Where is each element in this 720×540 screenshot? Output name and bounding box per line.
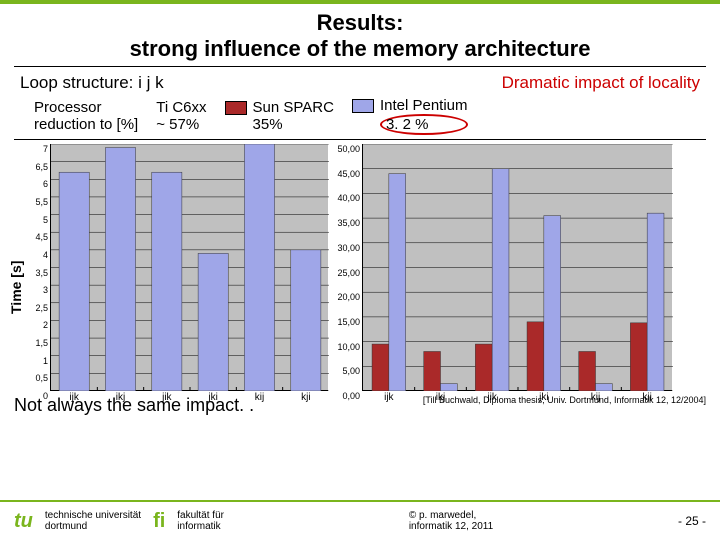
chart-ti: 00,511,522,533,544,555,566,57ijkikjjikjk…	[28, 144, 328, 391]
dramatic-text: Dramatic impact of locality	[502, 73, 700, 93]
sparc-swatch	[225, 101, 247, 115]
fi-logo: fi	[153, 510, 165, 533]
slide-title: Results:strong influence of the memory a…	[0, 4, 720, 66]
footer: tu technische universitätdortmund fi fak…	[0, 500, 720, 540]
citation: [Till Buchwald, Diploma thesis, Univ. Do…	[423, 395, 706, 405]
tu-logo: tu	[14, 510, 33, 533]
y-axis-label: Time [s]	[8, 144, 24, 391]
legend-row: Processorreduction to [%] Ti C6xx~ 57% S…	[14, 95, 706, 140]
loop-structure-text: Loop structure: i j k	[20, 73, 502, 93]
pentium-swatch	[352, 99, 374, 113]
chart-sparc-pentium: 0,005,0010,0015,0020,0025,0030,0035,0040…	[332, 144, 672, 391]
page-number: - 25 -	[678, 514, 706, 528]
